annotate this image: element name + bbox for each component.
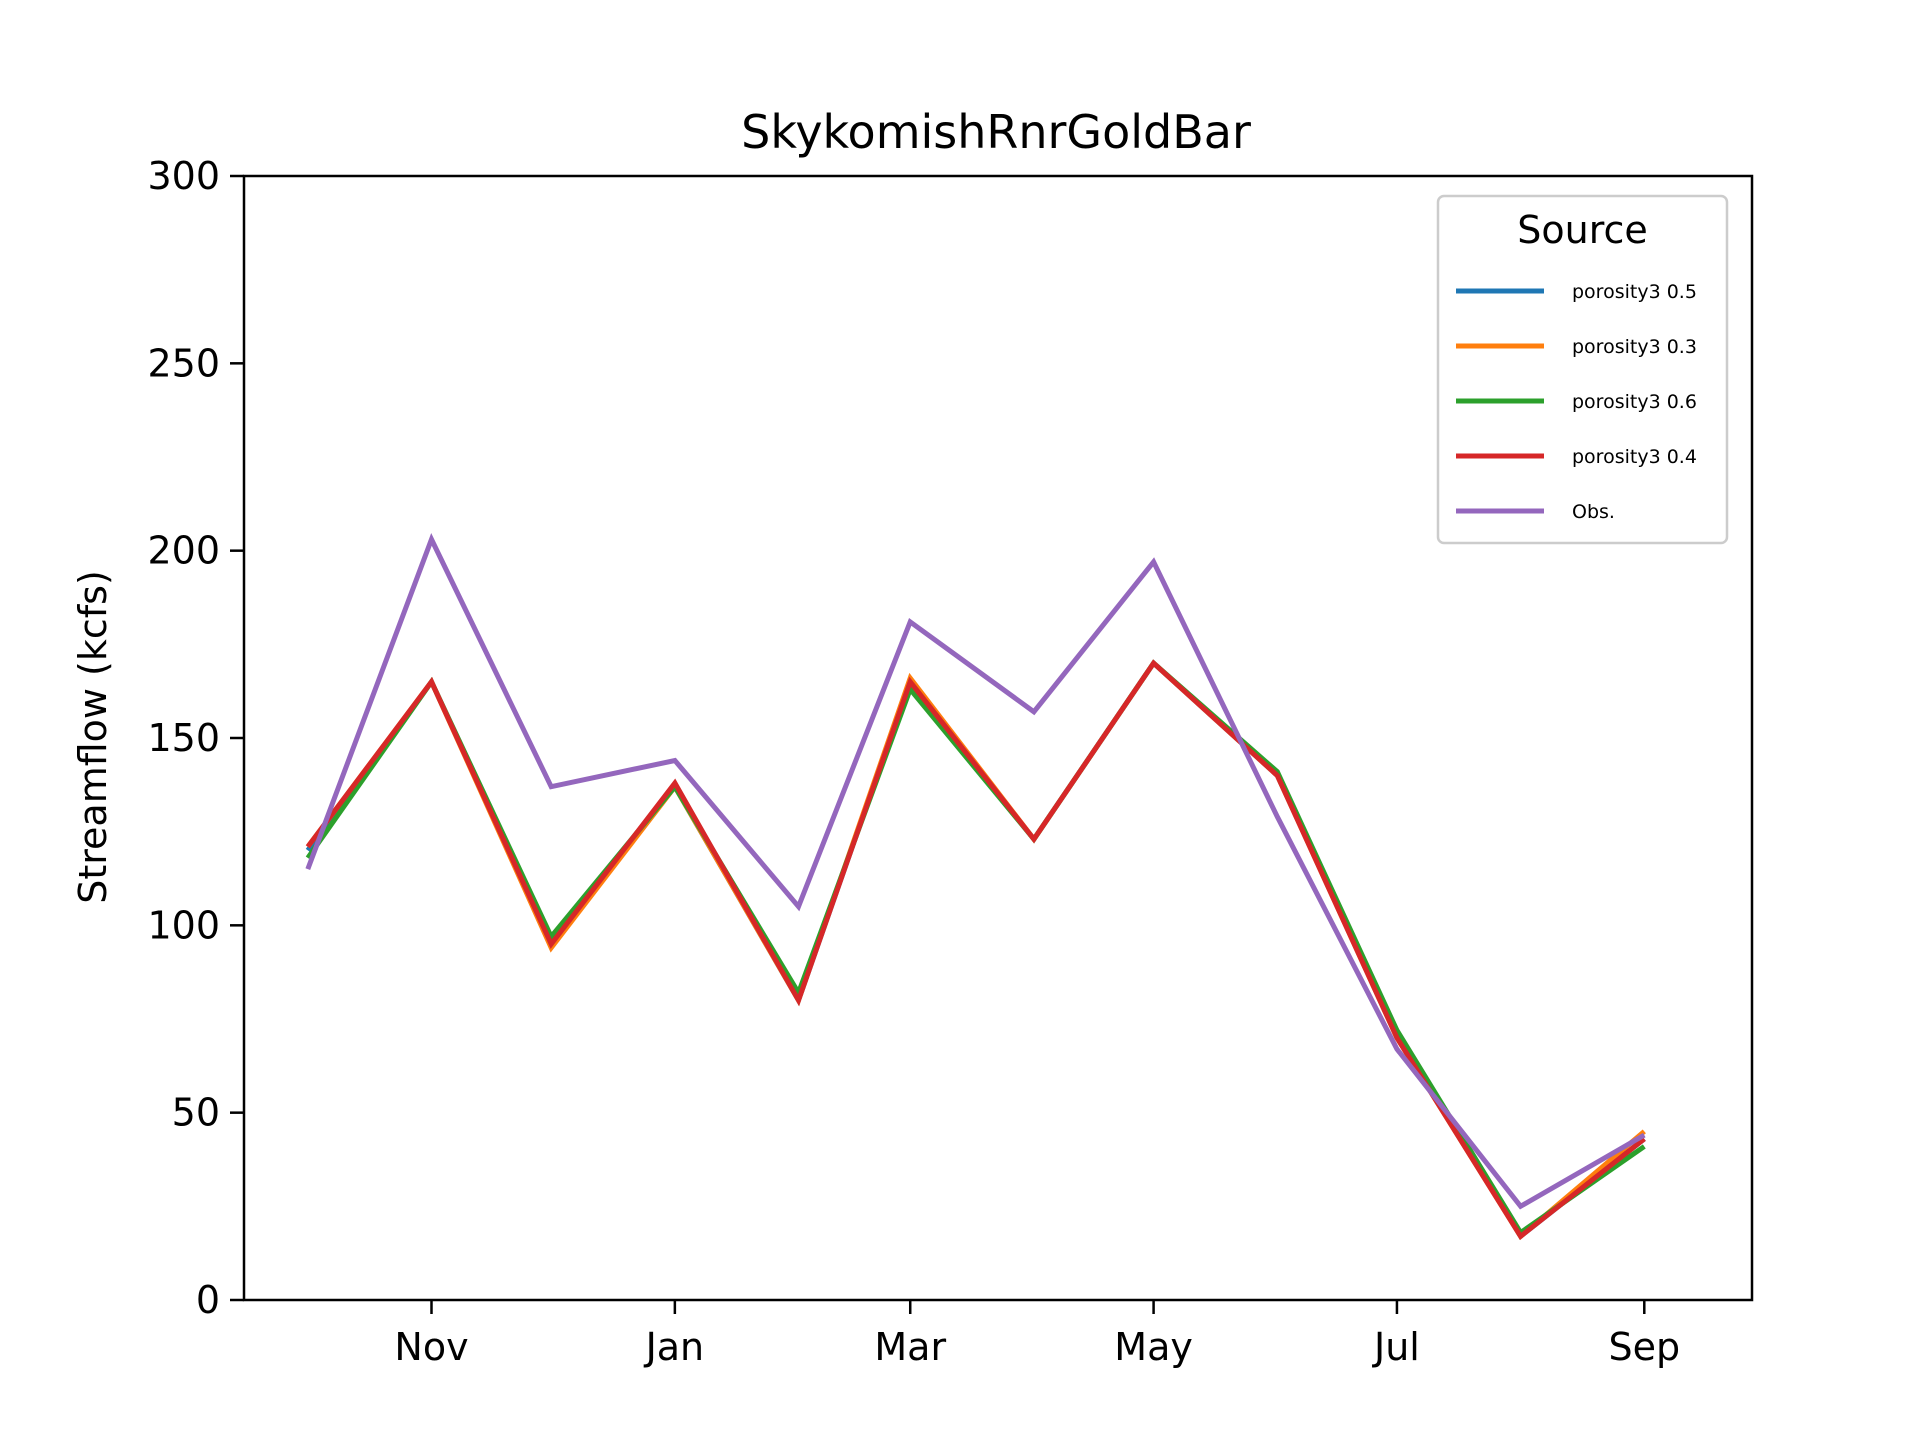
series-line-2 xyxy=(305,659,1646,1241)
y-tick-label: 200 xyxy=(147,529,220,573)
x-tick-label: Jul xyxy=(1372,1325,1420,1369)
x-axis: Nov Jan Mar May Jul Sep xyxy=(394,1300,1680,1369)
x-tick-label: Sep xyxy=(1608,1325,1680,1369)
legend-entry-label: porosity3 0.5 xyxy=(1572,281,1697,303)
legend-entry-label: porosity3 0.4 xyxy=(1572,446,1697,468)
legend-entry-label: Obs. xyxy=(1572,501,1615,523)
y-tick-label: 300 xyxy=(147,154,220,198)
x-tick-label: May xyxy=(1114,1325,1193,1369)
plot-frame xyxy=(242,174,1754,1302)
series-layer xyxy=(305,533,1646,1241)
legend-title: Source xyxy=(1517,208,1648,252)
legend: Source porosity3 0.5 porosity3 0.3 porosit… xyxy=(1436,194,1729,545)
series-line-1 xyxy=(305,659,1646,1241)
legend-entry-label: porosity3 0.3 xyxy=(1572,336,1697,358)
series-line-5 xyxy=(305,533,1646,1210)
x-tick-label: Mar xyxy=(874,1325,946,1369)
y-axis: 0 50 100 150 200 250 300 xyxy=(147,154,244,1322)
series-line-4 xyxy=(305,659,1646,1240)
y-tick-label: 250 xyxy=(147,341,220,385)
legend-entry-label: porosity3 0.6 xyxy=(1572,391,1697,413)
x-tick-label: Nov xyxy=(394,1325,468,1369)
y-axis-label: Streamflow (kcfs) xyxy=(71,570,115,904)
y-tick-label: 0 xyxy=(196,1278,220,1322)
y-tick-label: 50 xyxy=(172,1091,220,1135)
y-tick-label: 150 xyxy=(147,716,220,760)
x-tick-label: Jan xyxy=(644,1325,705,1369)
y-tick-label: 100 xyxy=(147,903,220,947)
chart-title: SkykomishRnrGoldBar xyxy=(741,105,1251,159)
series-line-3 xyxy=(305,659,1646,1237)
